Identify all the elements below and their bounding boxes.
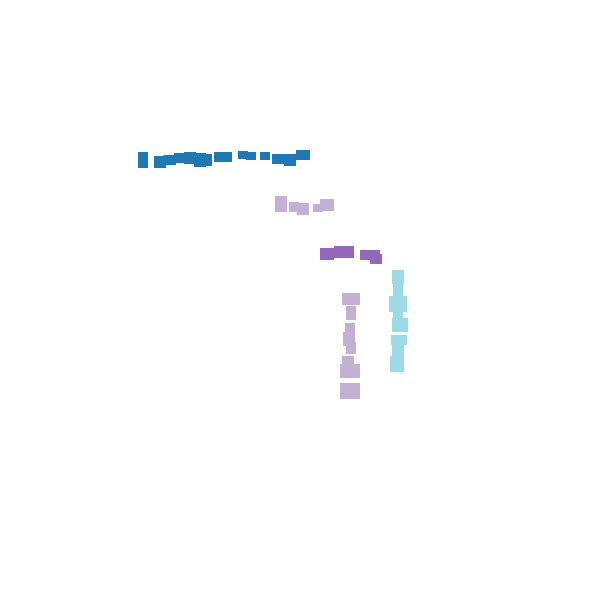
light-cyan-vertical-trail-mark xyxy=(393,284,403,298)
dark-blue-trail-mark xyxy=(202,154,212,166)
dark-blue-trail-mark xyxy=(246,152,256,160)
light-purple-vertical-trail-mark xyxy=(340,383,360,399)
dark-blue-trail-mark xyxy=(138,152,148,168)
light-cyan-vertical-trail-mark xyxy=(392,344,404,358)
dark-blue-trail-mark xyxy=(214,152,224,162)
light-purple-upper-trail-mark xyxy=(320,199,334,211)
purple-trail-mark xyxy=(334,246,354,258)
light-purple-vertical-trail-mark xyxy=(342,356,354,366)
dark-blue-trail-mark xyxy=(222,152,232,162)
light-purple-vertical-trail-mark xyxy=(346,306,356,320)
dark-blue-trail-mark xyxy=(284,154,296,166)
light-purple-upper-trail-mark xyxy=(313,204,323,212)
light-cyan-vertical-trail-mark xyxy=(391,335,407,345)
dark-blue-trail-mark xyxy=(154,156,166,168)
light-purple-upper-trail-mark xyxy=(297,203,309,215)
dark-blue-trail-mark xyxy=(260,152,270,160)
light-purple-vertical-trail-mark xyxy=(340,364,360,378)
purple-trail-mark xyxy=(370,254,382,264)
light-cyan-vertical-trail-mark xyxy=(393,312,403,320)
dark-blue-trail-mark xyxy=(272,154,284,164)
light-purple-vertical-trail-mark xyxy=(342,293,360,305)
light-purple-vertical-trail-mark xyxy=(346,342,356,354)
dark-blue-trail-mark xyxy=(296,150,310,160)
dark-blue-trail-mark xyxy=(174,153,184,163)
light-purple-upper-trail-mark xyxy=(289,202,299,212)
light-cyan-vertical-trail-mark xyxy=(389,296,407,312)
dark-blue-trail-mark xyxy=(238,151,248,159)
light-cyan-vertical-trail-mark xyxy=(392,270,404,284)
light-cyan-vertical-trail-mark xyxy=(392,318,408,332)
light-purple-vertical-trail-mark xyxy=(345,323,355,333)
light-cyan-vertical-trail-mark xyxy=(390,356,404,372)
dark-blue-trail-mark xyxy=(184,152,196,164)
purple-trail-mark xyxy=(320,248,334,260)
light-purple-upper-trail-mark xyxy=(275,196,287,212)
dark-blue-trail-mark xyxy=(164,155,176,165)
